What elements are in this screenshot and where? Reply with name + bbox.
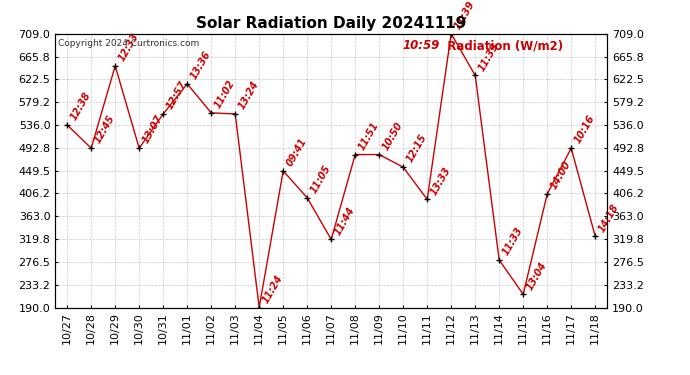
Text: 14:00: 14:00: [549, 160, 573, 191]
Text: 14:18: 14:18: [597, 202, 621, 234]
Text: 11:33: 11:33: [500, 225, 524, 257]
Text: 12:57: 12:57: [165, 80, 188, 111]
Text: 13:07: 13:07: [141, 114, 165, 146]
Text: 11:39: 11:39: [453, 0, 477, 31]
Text: 12:33: 12:33: [117, 32, 141, 63]
Text: 11:24: 11:24: [261, 273, 285, 305]
Text: 10:16: 10:16: [573, 114, 597, 146]
Text: 11:05: 11:05: [308, 163, 333, 195]
Text: Radiation (W/m2): Radiation (W/m2): [439, 39, 563, 52]
Text: 13:04: 13:04: [524, 260, 549, 291]
Text: 09:41: 09:41: [284, 136, 308, 168]
Text: 11:44: 11:44: [333, 205, 357, 237]
Text: 13:33: 13:33: [428, 165, 453, 196]
Text: 10:59: 10:59: [403, 39, 440, 52]
Text: 11:51: 11:51: [357, 120, 381, 152]
Text: 11:39: 11:39: [477, 41, 501, 73]
Text: 12:38: 12:38: [68, 90, 92, 122]
Text: 12:45: 12:45: [92, 114, 117, 146]
Text: 12:15: 12:15: [404, 133, 428, 164]
Text: Copyright 2024 Curtronics.com: Copyright 2024 Curtronics.com: [58, 39, 199, 48]
Text: 10:50: 10:50: [381, 120, 405, 152]
Text: 13:24: 13:24: [237, 80, 261, 111]
Title: Solar Radiation Daily 20241119: Solar Radiation Daily 20241119: [196, 16, 466, 31]
Text: 13:36: 13:36: [188, 50, 213, 81]
Text: 11:02: 11:02: [213, 78, 237, 110]
